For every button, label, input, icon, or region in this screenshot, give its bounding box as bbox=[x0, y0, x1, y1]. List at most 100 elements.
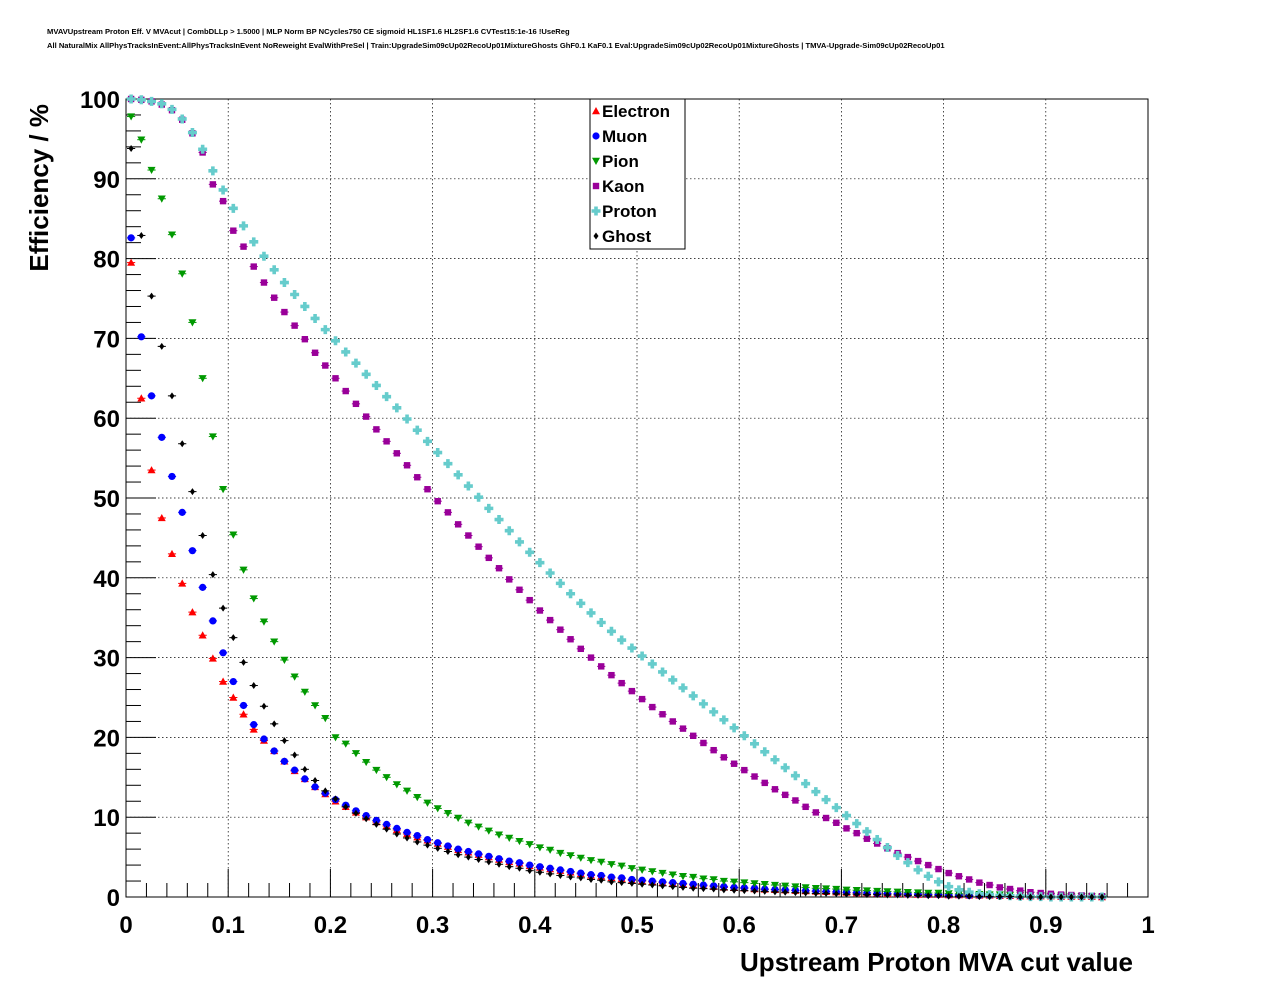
y-tick-label: 10 bbox=[93, 805, 120, 832]
data-point bbox=[403, 787, 412, 795]
data-point bbox=[668, 675, 678, 685]
data-point bbox=[136, 95, 146, 105]
data-point bbox=[218, 185, 228, 195]
data-point bbox=[300, 688, 309, 696]
data-point bbox=[230, 227, 237, 234]
data-point bbox=[925, 861, 932, 869]
data-point bbox=[535, 844, 544, 852]
data-point bbox=[158, 433, 166, 441]
data-point bbox=[923, 871, 933, 881]
data-point bbox=[281, 308, 288, 316]
data-point bbox=[424, 841, 430, 849]
data-point bbox=[198, 375, 207, 383]
data-point bbox=[208, 166, 218, 176]
y-tick-label: 70 bbox=[93, 326, 120, 353]
data-point bbox=[147, 96, 157, 106]
data-point bbox=[647, 659, 657, 669]
data-point bbox=[373, 820, 379, 828]
data-point bbox=[383, 438, 390, 445]
data-point bbox=[384, 825, 390, 833]
data-point bbox=[239, 566, 248, 574]
x-tick-label: 0 bbox=[119, 912, 132, 939]
data-point bbox=[956, 892, 962, 900]
data-point bbox=[874, 891, 880, 899]
data-point bbox=[219, 197, 227, 205]
data-point bbox=[444, 509, 452, 516]
data-point bbox=[280, 656, 289, 664]
x-tick-label: 0.5 bbox=[620, 912, 653, 939]
data-point bbox=[638, 695, 646, 703]
data-point bbox=[617, 862, 626, 870]
data-point bbox=[739, 731, 749, 741]
data-point bbox=[514, 537, 524, 547]
data-point bbox=[149, 292, 155, 300]
data-point bbox=[751, 773, 758, 780]
data-point bbox=[167, 104, 177, 114]
data-point bbox=[249, 725, 258, 733]
data-point bbox=[147, 392, 156, 400]
data-point bbox=[137, 136, 146, 144]
data-point bbox=[485, 852, 493, 860]
data-point bbox=[700, 885, 706, 893]
x-tick-label: 0.8 bbox=[927, 912, 960, 939]
data-point bbox=[372, 816, 380, 824]
x-tick-label: 0.2 bbox=[314, 912, 347, 939]
data-point bbox=[208, 433, 217, 441]
data-point bbox=[709, 876, 718, 884]
data-point bbox=[178, 508, 186, 516]
data-point bbox=[393, 824, 401, 832]
data-point bbox=[678, 683, 688, 693]
y-tick-label: 100 bbox=[80, 87, 120, 114]
data-point bbox=[167, 231, 176, 239]
header-line-1: MVAVUpstream Proton Eff. V MVAcut | Comb… bbox=[47, 27, 570, 36]
data-point bbox=[495, 831, 504, 839]
data-point bbox=[811, 787, 821, 797]
data-point bbox=[230, 634, 236, 642]
legend-label-muon: Muon bbox=[602, 127, 647, 146]
data-point bbox=[566, 852, 575, 860]
data-point bbox=[147, 166, 156, 175]
data-point bbox=[259, 618, 268, 626]
data-point bbox=[292, 751, 298, 759]
data-point bbox=[546, 864, 554, 872]
data-point bbox=[660, 882, 666, 890]
data-point bbox=[761, 779, 768, 787]
data-point bbox=[343, 803, 349, 811]
legend-label-kaon: Kaon bbox=[602, 177, 645, 196]
data-point bbox=[679, 725, 687, 732]
data-point bbox=[587, 871, 595, 879]
legend-label-pion: Pion bbox=[602, 152, 639, 171]
data-point bbox=[474, 850, 483, 858]
data-point bbox=[404, 834, 410, 842]
data-point bbox=[1079, 893, 1085, 901]
data-point bbox=[791, 883, 800, 891]
data-point bbox=[352, 400, 360, 408]
series-proton bbox=[126, 94, 1107, 902]
data-point bbox=[700, 739, 707, 747]
data-point bbox=[781, 882, 790, 890]
x-tick-label: 0.1 bbox=[212, 912, 245, 939]
data-point bbox=[361, 369, 371, 379]
data-point bbox=[281, 737, 287, 745]
data-point bbox=[669, 879, 677, 887]
data-point bbox=[638, 876, 646, 884]
data-point bbox=[455, 851, 461, 859]
data-point bbox=[465, 532, 472, 539]
data-point bbox=[188, 319, 197, 327]
data-point bbox=[842, 811, 852, 821]
data-point bbox=[402, 414, 412, 424]
data-point bbox=[689, 880, 697, 888]
data-point bbox=[720, 754, 728, 761]
data-point bbox=[219, 486, 228, 494]
data-point bbox=[341, 347, 351, 357]
data-point bbox=[822, 814, 830, 822]
data-point bbox=[414, 474, 421, 481]
data-point bbox=[311, 783, 319, 791]
data-point bbox=[443, 459, 453, 469]
data-point bbox=[905, 891, 911, 899]
data-point bbox=[494, 515, 504, 525]
data-point bbox=[351, 358, 361, 368]
data-point bbox=[413, 794, 422, 802]
